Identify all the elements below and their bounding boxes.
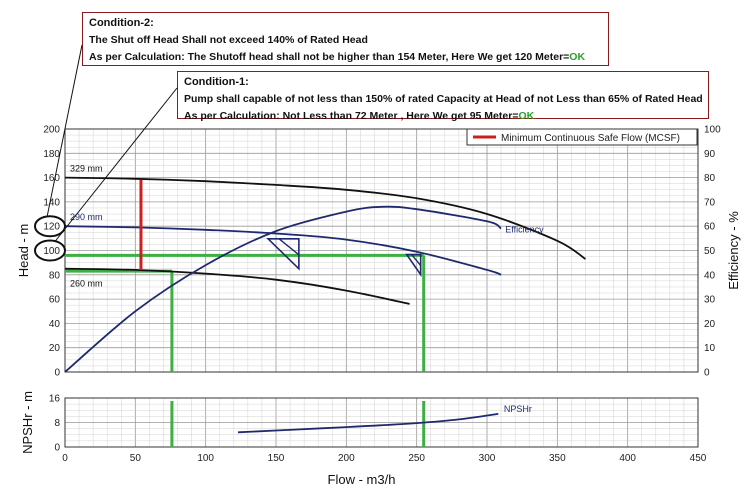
condition-2-title: Condition-2: [89,17,154,29]
head-curve-260-mm [64,267,410,305]
y-tick-label-efficiency: 10 [704,343,716,354]
x-tick-label: 350 [549,453,566,464]
callout-pointers [34,44,178,262]
y-tick-label-head: 20 [49,343,61,354]
circled-tick-marker [34,215,66,238]
y-tick-label-efficiency: 0 [704,368,710,379]
y-tick-label-head: 120 [43,222,60,233]
head-panel-grid [64,128,699,373]
y-tick-label-npshr: 16 [49,394,61,405]
condition-1-title: Condition-1: [184,76,249,88]
curve-label-npshr: NPSHr [504,404,532,414]
condition-1-line2: As per Calculation: Not Less than 72 Met… [184,110,519,122]
operating-point-triangle [266,237,300,271]
y-axis-title-head: Head - m [16,224,31,277]
x-tick-label: 250 [408,453,425,464]
operating-point-markers [266,237,422,278]
head-curve-329-mm [64,176,587,260]
y-tick-label-efficiency: 100 [704,125,721,136]
green-guide-lines [65,253,426,447]
y-tick-label-head: 200 [43,125,60,136]
condition-1-note: Condition-1: Pump shall capable of not l… [177,71,709,122]
y-tick-label-efficiency: 60 [704,222,716,233]
condition-2-line2: As per Calculation: The Shutoff head sha… [89,51,570,63]
y-tick-label-efficiency: 30 [704,295,716,306]
condition-2-line1: The Shut off Head Shall not exceed 140% … [89,34,368,46]
x-tick-label: 0 [62,453,68,464]
condition-1-line2-row: As per Calculation: Not Less than 72 Met… [184,108,702,125]
x-tick-label: 200 [338,453,355,464]
npsh-panel-grid [64,397,699,448]
axis-tick-labels: 0204060801001201401601802000102030405060… [43,125,721,465]
y-tick-label-head: 140 [43,197,60,208]
y-tick-label-npshr: 8 [54,418,60,429]
y-tick-label-head: 0 [54,368,60,379]
y-tick-label-head: 160 [43,173,60,184]
callout-pointer-condition-1 [54,87,178,242]
y-axis-title-efficiency: Efficiency - % [726,211,741,290]
x-tick-label: 400 [619,453,636,464]
x-tick-label: 50 [130,453,142,464]
y-tick-label-efficiency: 40 [704,270,716,281]
y-tick-label-head: 60 [49,295,61,306]
condition-2-ok: OK [569,51,586,63]
legend-box [466,128,698,146]
legend-mcsf-label: Minimum Continuous Safe Flow (MCSF) [501,133,680,144]
head-curves [64,176,587,434]
x-tick-label: 150 [268,453,285,464]
efficiency-curve [64,205,502,373]
curve-label-290mm: 290 mm [70,212,103,222]
curve-labels: 329 mm 290 mm 260 mm Efficiency NPSHr [70,164,544,414]
condition-2-note: Condition-2: The Shut off Head Shall not… [82,12,609,66]
y-tick-label-efficiency: 20 [704,319,716,330]
y-tick-label-efficiency: 50 [704,246,716,257]
curve-label-329mm: 329 mm [70,164,103,174]
x-axis-title-flow: Flow - m3/h [328,472,396,487]
x-tick-label: 100 [197,453,214,464]
y-tick-label-head: 100 [43,246,60,257]
y-tick-label-head: 80 [49,270,61,281]
npsh-panel-frame [64,397,699,448]
circled-tick-marker [34,239,66,262]
curve-label-efficiency: Efficiency [505,224,544,234]
callout-pointer-condition-2 [46,44,83,218]
condition-1-line1: Pump shall capable of not less than 150%… [184,93,703,105]
y-tick-label-npshr: 0 [54,443,60,454]
x-tick-label: 450 [690,453,707,464]
y-tick-label-efficiency: 70 [704,197,716,208]
x-tick-label: 300 [479,453,496,464]
operating-point-hatch [278,238,300,256]
npshr-curve [237,413,499,434]
y-tick-label-head: 40 [49,319,61,330]
y-axis-title-npshr: NPSHr - m [20,391,35,454]
y-tick-label-efficiency: 80 [704,173,716,184]
mcsf-legend: Minimum Continuous Safe Flow (MCSF) [466,128,698,146]
y-tick-label-efficiency: 90 [704,149,716,160]
operating-point-hatch [411,254,422,267]
condition-1-ok: OK [518,110,535,122]
curve-label-260mm: 260 mm [70,279,103,289]
y-tick-label-head: 180 [43,149,60,160]
condition-2-line2-row: As per Calculation: The Shutoff head sha… [89,49,602,66]
